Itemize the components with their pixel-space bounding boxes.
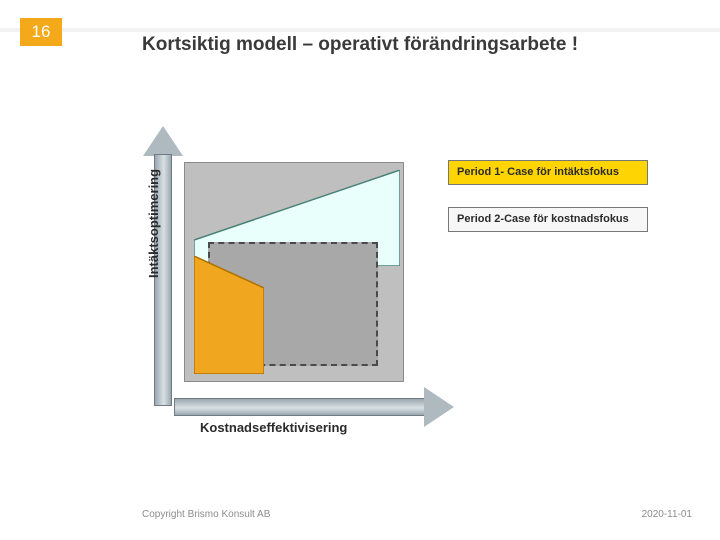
slide-number-badge: 16 [20,18,62,46]
x-axis-arrowhead [424,387,454,427]
legend-label-period1: Period 1- Case för intäktsfokus [457,166,619,178]
x-axis-arrow [174,398,426,416]
footer-copyright: Copyright Brismo Konsult AB [142,509,270,520]
legend: Period 1- Case för intäktsfokus Period 2… [448,160,648,254]
footer-date: 2020-11-01 [642,509,692,520]
page-title: Kortsiktig modell – operativt förändring… [142,34,578,56]
legend-item-period1: Period 1- Case för intäktsfokus [448,160,648,185]
y-axis-label: Intäktsoptimering [146,169,161,278]
legend-item-period2: Period 2-Case för kostnadsfokus [448,207,648,232]
slide-number: 16 [32,22,51,42]
legend-label-period2: Period 2-Case för kostnadsfokus [457,213,629,225]
diagram: Intäktsoptimering Kostnadseffektiviserin… [160,150,420,410]
x-axis-label: Kostnadseffektivisering [200,420,347,435]
orange-polygon [194,256,264,374]
y-axis-arrowhead [143,126,183,156]
header-divider [0,28,720,32]
orange-region [194,256,264,374]
